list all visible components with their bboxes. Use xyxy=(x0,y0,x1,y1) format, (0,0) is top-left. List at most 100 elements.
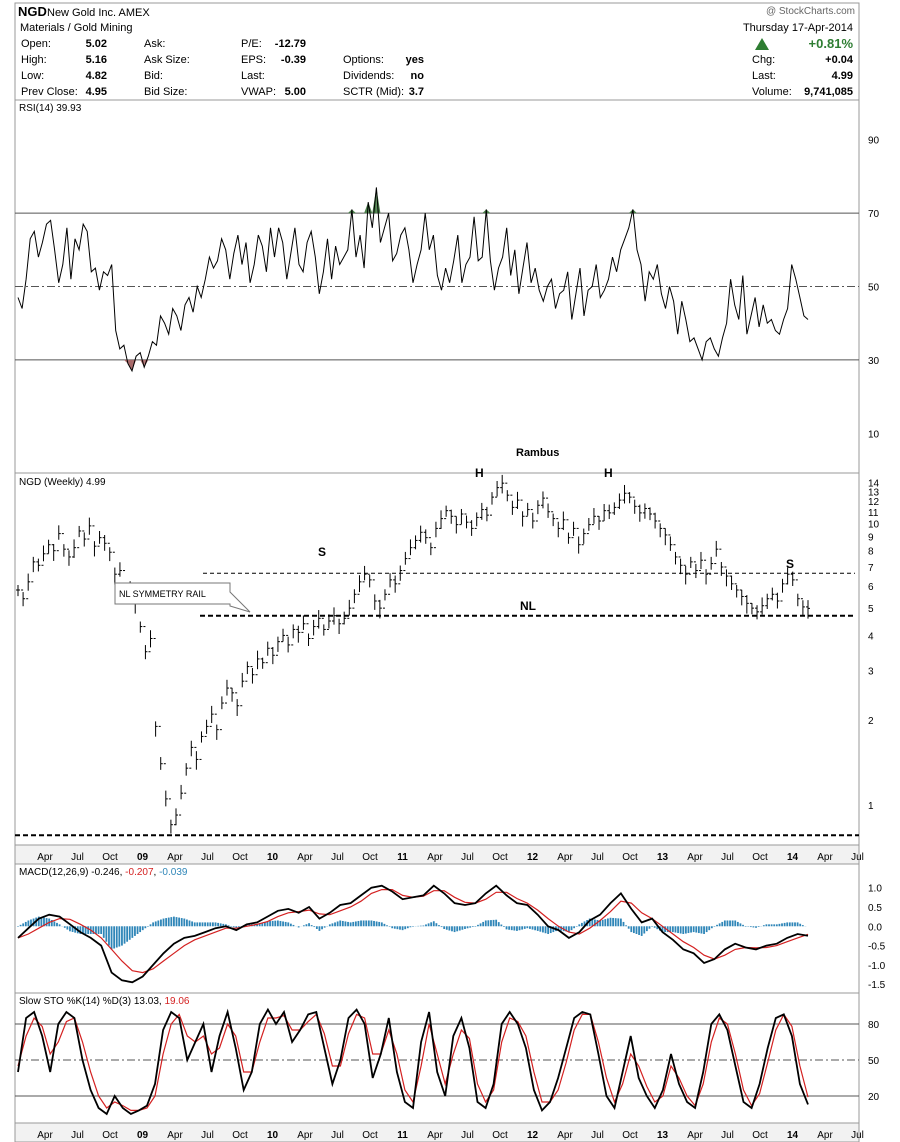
macd-hist-bar xyxy=(341,920,344,927)
price-bar xyxy=(627,492,632,504)
macd-hist-bar xyxy=(544,926,547,934)
x-tick-label: Jul xyxy=(591,852,604,863)
quote-label: Bid: xyxy=(144,70,163,82)
macd-hist-bar xyxy=(297,926,300,928)
stochastic-panel: Slow STO %K(14) %D(3) 13.03, 19.06 20 50 8… xyxy=(14,992,880,1124)
macd-hist-bar xyxy=(396,926,399,930)
macd-hist-bar xyxy=(529,926,531,929)
macd-hist-bar xyxy=(214,922,217,927)
price-bar xyxy=(296,625,301,643)
price-bar xyxy=(607,504,612,520)
macd-hist-bar xyxy=(526,926,529,929)
macd-hist-bar xyxy=(284,921,287,927)
macd-hist-bar xyxy=(786,922,789,927)
price-bar xyxy=(235,692,240,716)
macd-hist-bar xyxy=(167,917,170,927)
quote-label: Low: xyxy=(21,70,44,82)
x-tick-label: 11 xyxy=(397,852,408,863)
macd-hist-bar xyxy=(56,922,58,927)
macd-hist-bar xyxy=(118,926,121,947)
rsi-overbought-fill xyxy=(632,209,637,214)
price-bar xyxy=(72,539,77,558)
price-bar xyxy=(204,719,209,737)
rsi-overbought-fill xyxy=(347,209,352,214)
macd-hist-bar xyxy=(30,919,32,927)
macd-hist-bar xyxy=(445,926,448,930)
x-tick-label: Jul xyxy=(201,1130,214,1141)
macd-hist-bar xyxy=(736,921,739,927)
price-bar xyxy=(270,646,275,665)
macd-hist-bar xyxy=(37,916,40,927)
summary-value: 9,741,085 xyxy=(804,86,853,98)
macd-hist-bar xyxy=(263,922,266,927)
macd-hist-bar xyxy=(490,920,492,927)
macd-hist-bar xyxy=(604,919,607,927)
macd-hist-bar xyxy=(409,926,412,928)
macd-hist-bar xyxy=(375,921,378,927)
macd-hist-bar xyxy=(542,926,544,933)
price-tick-label: 6 xyxy=(868,582,874,593)
price-bar xyxy=(382,589,387,609)
x-tick-label: 12 xyxy=(527,1130,539,1141)
price-bar xyxy=(591,508,596,526)
macd-hist-bar xyxy=(479,923,482,927)
macd-hist-bar xyxy=(505,926,508,930)
price-tick-label: 9 xyxy=(868,532,874,543)
price-bar xyxy=(571,521,576,539)
price-bar xyxy=(184,763,189,794)
macd-hist-bar xyxy=(188,920,191,927)
x-tick-label: Oct xyxy=(102,852,118,863)
macd-hist-bar xyxy=(352,921,355,927)
price-bar xyxy=(454,515,459,534)
price-tick-label: 3 xyxy=(868,667,874,678)
x-tick-label: Apr xyxy=(167,852,183,863)
macd-hist-bar xyxy=(671,926,674,933)
macd-hist-bar xyxy=(752,926,755,928)
macd-hist-bar xyxy=(180,918,183,927)
macd-hist-bar xyxy=(331,923,334,927)
ticker-symbol[interactable]: NGD xyxy=(18,4,47,19)
sto-tick-label: 20 xyxy=(868,1092,880,1103)
price-bar xyxy=(785,567,790,585)
price-bar xyxy=(352,589,357,609)
quote-label: P/E: xyxy=(241,38,262,50)
price-bar xyxy=(342,611,347,625)
macd-title-label: MACD(12,26,9) xyxy=(19,867,88,878)
price-bar xyxy=(474,512,479,529)
quote-label: Dividends: xyxy=(343,70,394,82)
price-bar xyxy=(459,508,464,526)
summary-label: Chg: xyxy=(752,54,775,66)
price-bar xyxy=(408,539,413,560)
macd-hist-bar xyxy=(726,920,729,927)
price-bar xyxy=(795,579,800,607)
macd-hist-bar xyxy=(305,924,308,927)
macd-hist-bar xyxy=(710,926,713,929)
x-tick-label: Apr xyxy=(167,1130,183,1141)
macd-hist-bar xyxy=(276,920,279,927)
macd-hist-bar xyxy=(17,926,19,927)
price-bar xyxy=(688,556,693,575)
price-bar xyxy=(530,509,535,529)
price-bar xyxy=(500,474,505,494)
macd-tick-label: -1.0 xyxy=(868,961,886,972)
macd-hist-bar xyxy=(315,926,318,929)
macd-hist-bar xyxy=(302,925,305,927)
macd-line xyxy=(17,884,809,984)
price-bar xyxy=(306,623,311,646)
x-tick-label: Jul xyxy=(591,1130,604,1141)
price-bar xyxy=(520,499,525,527)
price-bar xyxy=(148,630,153,653)
macd-hist-bar xyxy=(313,926,316,928)
macd-hist-bar xyxy=(95,926,97,934)
macd-hist-bar xyxy=(536,926,539,931)
price-bar xyxy=(658,520,663,538)
price-bar xyxy=(765,593,770,609)
neckline-label: NL xyxy=(520,599,536,613)
price-bar xyxy=(281,628,286,643)
quote-label: Bid Size: xyxy=(144,86,187,98)
price-bar xyxy=(790,571,795,587)
macd-hist-bar xyxy=(770,924,773,927)
sto-title: Slow STO %K(14) %D(3) 13.03, 19.06 xyxy=(19,996,190,1007)
price-tick-label: 7 xyxy=(868,563,874,574)
macd-hist-bar xyxy=(474,926,477,927)
